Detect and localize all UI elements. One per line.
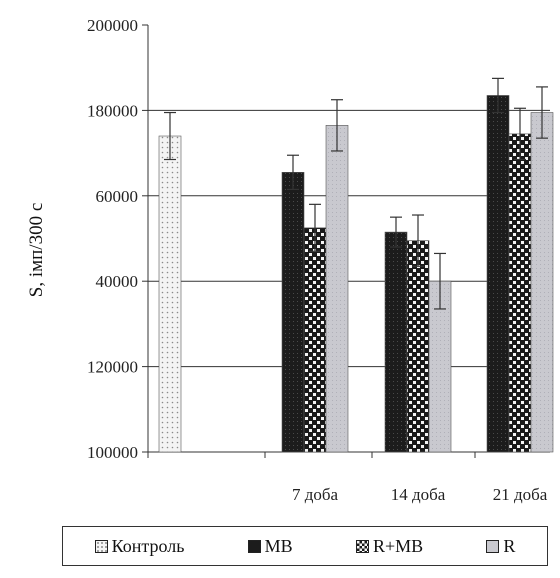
bar-r-3	[530, 112, 554, 453]
y-tick-label: 40000	[96, 272, 139, 291]
x-category-label: 21 доба	[493, 485, 548, 504]
bar-r-mv-1	[303, 227, 327, 453]
legend-label: R	[503, 535, 516, 556]
bar-mv-3	[486, 95, 510, 453]
y-axis-title: S, імп/300 с	[26, 203, 47, 298]
legend-label: МВ	[264, 535, 293, 556]
legend-label: Контроль	[111, 535, 185, 556]
x-category-label: 7 доба	[292, 485, 339, 504]
bar-mv-2	[384, 231, 408, 453]
bar-r-mv-3	[508, 133, 532, 453]
bar-r-1	[325, 125, 349, 453]
y-tick-label: 200000	[87, 16, 138, 35]
bar-chart: 200000 180000 60000 40000 120000 100000 7 доба…	[26, 16, 554, 504]
y-tick-label: 180000	[87, 101, 138, 120]
legend: Контроль МВ R+МВ R	[62, 526, 548, 566]
x-category-label: 14 доба	[391, 485, 446, 504]
legend-swatch	[486, 539, 500, 553]
legend-item-control: Контроль	[94, 535, 185, 557]
legend-item-r-mv: R+МВ	[355, 535, 424, 557]
bar-r-mv-2	[406, 240, 430, 453]
legend-swatch	[94, 539, 108, 553]
legend-swatch	[247, 539, 261, 553]
legend-item-mv: МВ	[247, 535, 293, 557]
y-tick-label: 100000	[87, 443, 138, 462]
bar-control-0	[158, 135, 182, 453]
y-tick-label: 120000	[87, 358, 138, 377]
legend-item-r: R	[486, 536, 515, 557]
bar-mv-1	[281, 172, 305, 453]
y-tick-label: 60000	[96, 187, 139, 206]
legend-label: R+МВ	[372, 535, 424, 556]
legend-swatch	[355, 539, 369, 553]
